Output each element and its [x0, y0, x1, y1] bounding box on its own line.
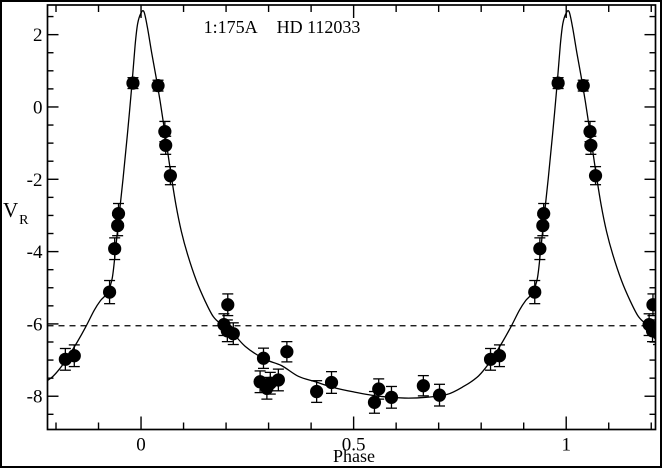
- plot-title-id: 1:175A: [204, 17, 258, 37]
- data-point: [646, 298, 656, 312]
- plot-title: 1:175A HD 112033: [204, 17, 361, 37]
- data-point: [576, 79, 590, 93]
- data-point: [310, 384, 324, 399]
- data-point: [256, 351, 271, 365]
- y-tick-label: -8: [27, 387, 43, 408]
- data-point: [126, 76, 140, 90]
- data-point: [159, 138, 173, 152]
- data-point: [271, 373, 285, 387]
- x-tick-label: 0: [136, 435, 146, 456]
- y-tick-label: 0: [33, 97, 43, 118]
- data-point: [111, 218, 125, 233]
- data-point: [533, 242, 547, 256]
- error-bars: [59, 77, 656, 414]
- data-point: [163, 169, 177, 183]
- data-point: [651, 327, 656, 340]
- x-axis-label: Phase: [333, 446, 375, 466]
- data-point: [583, 124, 597, 139]
- data-point: [151, 79, 165, 93]
- data-point: [372, 382, 386, 396]
- data-point: [384, 390, 399, 404]
- data-point: [221, 298, 235, 312]
- x-tick-label: 1: [561, 435, 571, 456]
- data-point: [536, 218, 550, 233]
- x-tick-label: 0.5: [342, 435, 366, 456]
- y-axis-label: VR: [3, 198, 29, 228]
- model-curve: [47, 9, 656, 399]
- data-point: [367, 395, 382, 409]
- data-point: [226, 327, 240, 341]
- data-point: [108, 242, 122, 256]
- data-point: [111, 207, 126, 221]
- y-tick-label: -2: [27, 170, 43, 191]
- data-points: [58, 76, 656, 409]
- axis-ticks: [47, 5, 656, 430]
- plot-frame: [46, 4, 657, 431]
- data-point: [432, 388, 447, 402]
- data-point: [537, 207, 551, 221]
- data-point: [324, 375, 339, 390]
- y-axis-label-sub: R: [19, 213, 29, 228]
- data-point: [588, 169, 603, 183]
- plot-title-star: HD 112033: [277, 17, 361, 37]
- y-tick-label: 2: [33, 25, 43, 46]
- data-point: [280, 345, 294, 359]
- data-point: [102, 285, 117, 299]
- y-tick-label: -4: [27, 242, 43, 263]
- data-point: [67, 349, 81, 363]
- data-point: [158, 124, 172, 139]
- data-point: [528, 285, 542, 299]
- tick-labels: 0 0.5 1 2 0 -2 -4 -6 -8: [27, 25, 571, 455]
- data-point: [416, 379, 430, 393]
- y-tick-label: -6: [27, 314, 43, 335]
- data-point: [584, 138, 598, 152]
- data-point: [551, 76, 565, 90]
- y-axis-label-main: V: [3, 198, 18, 222]
- data-point: [492, 349, 507, 363]
